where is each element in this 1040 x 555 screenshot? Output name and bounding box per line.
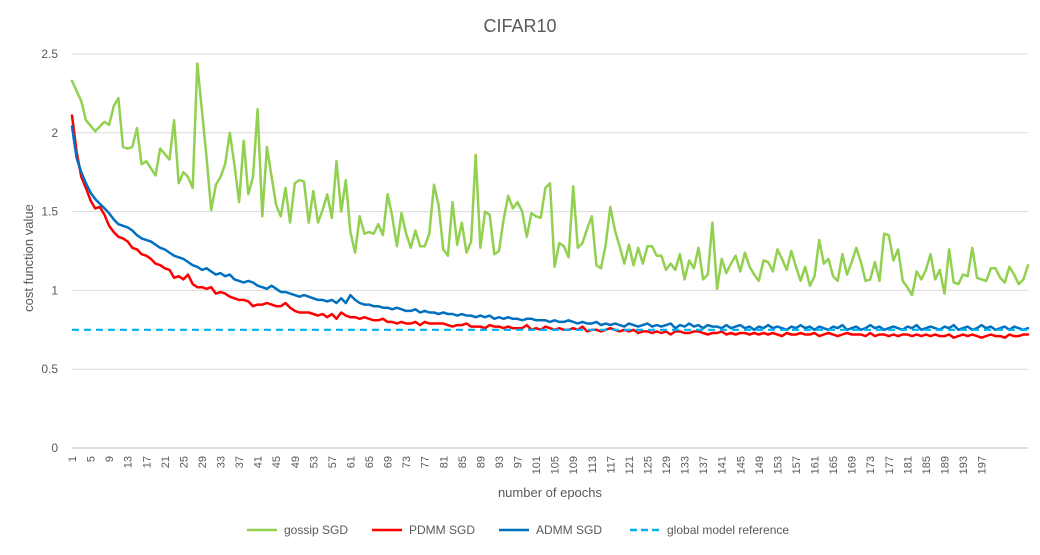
x-tick-label: 33 [216, 456, 228, 468]
x-tick-label: 89 [475, 456, 487, 468]
series-line-admm-sgd [70, 125, 1030, 332]
x-tick-label: 45 [271, 456, 283, 468]
y-axis-ticks: 0 0.5 1 1.5 2 2.5 [41, 47, 58, 455]
y-tick-label: 2.5 [41, 47, 58, 61]
legend: gossip SGD PDMM SGD ADMM SGD global model r… [247, 523, 789, 537]
legend-label-global-model-reference: global model reference [667, 523, 789, 537]
legend-label-gossip-sgd: gossip SGD [284, 523, 348, 537]
x-tick-label: 1 [67, 456, 79, 462]
x-tick-label: 41 [253, 456, 265, 468]
x-tick-label: 141 [717, 456, 729, 474]
x-tick-label: 193 [958, 456, 970, 474]
x-tick-label: 165 [828, 456, 840, 474]
x-axis-label: number of epochs [498, 485, 603, 500]
x-tick-label: 133 [680, 456, 692, 474]
y-tick-label: 1 [51, 283, 58, 297]
y-tick-label: 0.5 [41, 362, 58, 376]
series-line-pdmm-sgd [70, 114, 1030, 339]
x-tick-label: 149 [754, 456, 766, 474]
x-tick-label: 53 [308, 456, 320, 468]
x-tick-label: 9 [104, 456, 116, 462]
chart-title: CIFAR10 [483, 16, 556, 36]
x-tick-label: 113 [587, 456, 599, 474]
x-tick-label: 69 [383, 456, 395, 468]
x-tick-label: 117 [605, 456, 617, 474]
x-tick-label: 125 [642, 456, 654, 474]
series-lines [70, 62, 1030, 339]
x-tick-label: 197 [977, 456, 989, 474]
x-tick-label: 157 [791, 456, 803, 474]
x-tick-label: 121 [624, 456, 636, 474]
y-tick-label: 0 [51, 441, 58, 455]
x-tick-label: 189 [939, 456, 951, 474]
x-tick-label: 73 [401, 456, 413, 468]
x-tick-label: 77 [420, 456, 432, 468]
x-tick-label: 101 [531, 456, 543, 474]
x-tick-label: 13 [123, 456, 135, 468]
series-line-gossip-sgd [70, 62, 1030, 297]
x-tick-label: 97 [513, 456, 525, 468]
legend-label-admm-sgd: ADMM SGD [536, 523, 602, 537]
y-axis-label: cost function value [21, 204, 36, 312]
x-tick-label: 85 [457, 456, 469, 468]
y-tick-label: 1.5 [41, 205, 58, 219]
x-tick-label: 109 [568, 456, 580, 474]
x-tick-label: 181 [902, 456, 914, 474]
x-tick-label: 153 [772, 456, 784, 474]
x-tick-label: 173 [865, 456, 877, 474]
x-tick-label: 37 [234, 456, 246, 468]
x-axis-ticks: 1 5 9 13 17 21 25 29 33 37 41 45 49 53 57 61 65 69 73 77 81 8… [67, 456, 989, 474]
x-tick-label: 25 [178, 456, 190, 468]
x-tick-label: 93 [494, 456, 506, 468]
x-tick-label: 5 [86, 456, 98, 462]
x-tick-label: 137 [698, 456, 710, 474]
legend-label-pdmm-sgd: PDMM SGD [409, 523, 475, 537]
x-tick-label: 61 [345, 456, 357, 468]
x-tick-label: 57 [327, 456, 339, 468]
x-tick-label: 169 [847, 456, 859, 474]
x-tick-label: 129 [661, 456, 673, 474]
x-tick-label: 65 [364, 456, 376, 468]
x-tick-label: 177 [884, 456, 896, 474]
x-tick-label: 81 [438, 456, 450, 468]
x-tick-label: 49 [290, 456, 302, 468]
x-tick-label: 161 [810, 456, 822, 474]
x-tick-label: 21 [160, 456, 172, 468]
x-tick-label: 17 [141, 456, 153, 468]
x-tick-label: 145 [735, 456, 747, 474]
gridlines [72, 53, 1028, 449]
x-tick-label: 105 [550, 456, 562, 474]
y-tick-label: 2 [51, 126, 58, 140]
x-tick-label: 29 [197, 456, 209, 468]
x-tick-label: 185 [921, 456, 933, 474]
